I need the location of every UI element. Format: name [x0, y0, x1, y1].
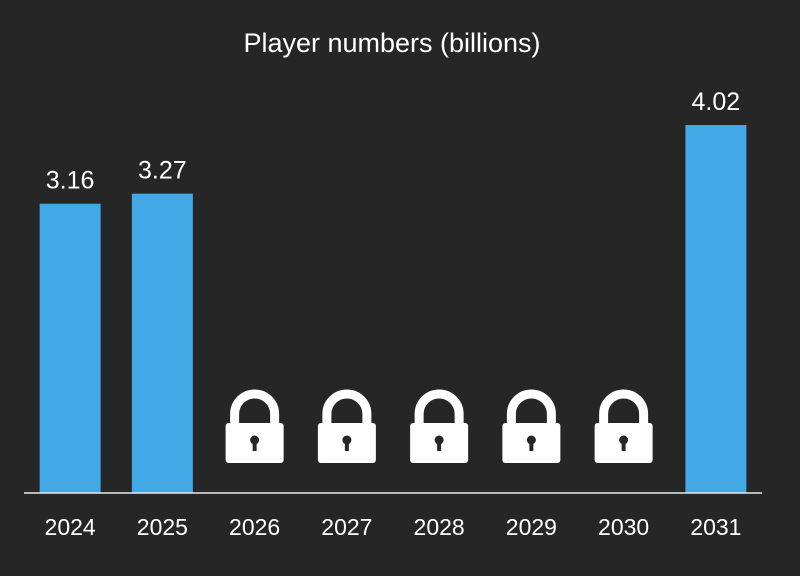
bar-value-label: 4.02 — [692, 88, 741, 116]
padlock-icon — [317, 389, 376, 463]
bar — [685, 125, 747, 493]
padlock-icon — [225, 389, 284, 463]
bar-value-label: 3.16 — [46, 167, 95, 195]
bars-group: 3.16 3.27 4.02 — [39, 88, 747, 493]
chart-title: Player numbers (billions) — [243, 28, 540, 58]
bar-value-label: 3.27 — [138, 157, 187, 185]
x-tick-label: 2028 — [414, 514, 465, 540]
x-tick-label: 2024 — [45, 514, 96, 540]
padlock-icon — [502, 389, 561, 463]
x-tick-label: 2026 — [229, 514, 280, 540]
x-tick-label: 2030 — [598, 514, 649, 540]
x-tick-labels: 2024 2025 2026 2027 2028 2029 2030 2031 — [45, 514, 742, 540]
x-tick-label: 2025 — [137, 514, 188, 540]
x-tick-label: 2031 — [690, 514, 741, 540]
padlock-icon — [594, 389, 653, 463]
padlock-icon — [410, 389, 469, 463]
bar — [131, 193, 193, 493]
x-tick-label: 2027 — [321, 514, 372, 540]
x-tick-label: 2029 — [506, 514, 557, 540]
bar — [39, 203, 101, 493]
